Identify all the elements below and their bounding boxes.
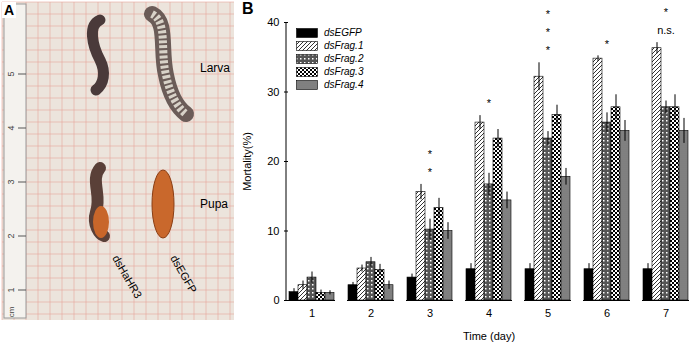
svg-text:2: 2 [368, 307, 374, 319]
svg-text:0: 0 [273, 294, 279, 306]
html-text:B: B [242, 0, 254, 17]
svg-text:40: 40 [267, 16, 279, 28]
svg-text:*: * [546, 8, 551, 20]
svg-text:30: 30 [267, 86, 279, 98]
html-text:dsFrag.1: dsFrag.1 [324, 40, 364, 51]
svg-text:*: * [546, 26, 551, 38]
svg-text:*: * [428, 148, 433, 160]
html-text:dsFrag.2: dsFrag.2 [324, 53, 364, 64]
svg-text:A: A [4, 2, 14, 18]
svg-text:4: 4 [486, 307, 492, 319]
svg-text:cm: cm [7, 306, 16, 317]
svg-text:*: * [605, 38, 610, 50]
svg-text:1: 1 [309, 307, 315, 319]
svg-text:dsEGFP: dsEGFP [168, 253, 199, 295]
svg-text:3: 3 [427, 307, 433, 319]
svg-text:10: 10 [267, 225, 279, 237]
html-text:dsEGFP: dsEGFP [324, 27, 362, 38]
svg-text:1: 1 [6, 287, 16, 292]
svg-text:*: * [428, 166, 433, 178]
svg-text:n.s.: n.s. [657, 24, 675, 36]
svg-text:*: * [664, 6, 669, 18]
svg-text:5: 5 [6, 71, 16, 76]
svg-text:6: 6 [604, 307, 610, 319]
svg-text:dsHaHR3: dsHaHR3 [110, 253, 144, 300]
svg-text:20: 20 [267, 155, 279, 167]
svg-text:*: * [546, 44, 551, 56]
svg-text:Mortality(%): Mortality(%) [241, 132, 253, 191]
svg-text:4: 4 [6, 125, 16, 130]
html-text:dsFrag.3: dsFrag.3 [324, 66, 364, 77]
svg-text:Time (day): Time (day) [463, 330, 515, 342]
svg-text:7: 7 [663, 307, 669, 319]
svg-text:Pupa: Pupa [200, 197, 228, 211]
svg-text:Larva: Larva [200, 61, 230, 75]
svg-text:3: 3 [6, 179, 16, 184]
svg-text:*: * [487, 97, 492, 109]
svg-text:5: 5 [545, 307, 551, 319]
svg-text:2: 2 [6, 233, 16, 238]
html-text:dsFrag.4: dsFrag.4 [324, 79, 364, 90]
